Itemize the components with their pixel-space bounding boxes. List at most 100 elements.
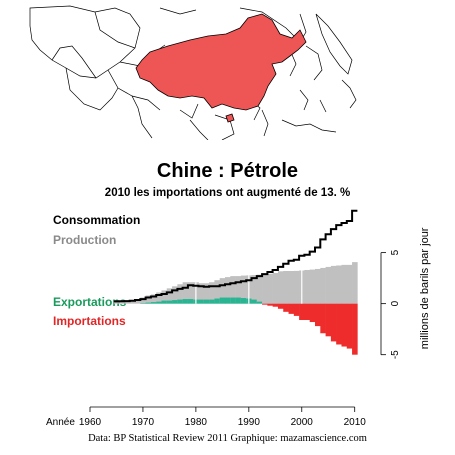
imports-bar [352, 303, 358, 355]
exports-bar [145, 302, 152, 304]
country-border [65, 67, 119, 111]
production-bar [182, 282, 189, 304]
y-axis-label: millions de barils par jour [419, 227, 431, 349]
production-bar [124, 300, 131, 304]
page-subtitle: 2010 les importations ont augmenté de 13… [104, 187, 351, 199]
production-bar [166, 288, 173, 304]
production-bar [209, 282, 215, 304]
production-bar [330, 265, 337, 304]
exports-bar [172, 300, 178, 304]
production-bar [251, 275, 258, 304]
exports-bar [203, 299, 210, 304]
imports-bar [320, 303, 326, 334]
exports-bar [251, 299, 258, 304]
production-bar [219, 278, 226, 304]
production-bar [140, 297, 146, 304]
imports-bar [330, 303, 337, 342]
imports-bar [293, 303, 300, 316]
country-border [299, 89, 327, 113]
production-bar [352, 262, 358, 304]
exports-bar [182, 299, 189, 304]
country-border [239, 7, 307, 43]
y-tick-label: -5 [390, 350, 401, 359]
production-bar [214, 280, 221, 304]
country-border [179, 103, 209, 140]
imports-bar [262, 303, 268, 305]
imports-bar [283, 303, 289, 312]
exports-bar [187, 299, 194, 304]
country-border [315, 13, 353, 75]
imports-bar [272, 303, 279, 307]
production-bar [129, 300, 136, 304]
production-bar [346, 264, 353, 304]
china-map [29, 5, 357, 140]
exports-bar [256, 301, 263, 304]
production-bar [256, 274, 263, 304]
imports-bar [315, 303, 321, 327]
exports-bar [219, 297, 226, 304]
production-bar [198, 283, 205, 304]
page-title: Chine : Pétrole [156, 160, 299, 182]
exports-bar [140, 303, 146, 304]
production-bar [150, 294, 157, 304]
country-border [214, 114, 235, 140]
axes-layer: Année millions de barils par jour 1960 19… [46, 227, 431, 428]
production-bar [240, 275, 247, 304]
country-border [305, 45, 323, 81]
exports-bar [177, 299, 183, 304]
country-border [281, 119, 337, 133]
production-bar [325, 266, 332, 304]
production-bar [225, 277, 231, 304]
production-bar [145, 295, 152, 304]
country-border [131, 95, 161, 111]
area-layer [113, 262, 358, 355]
production-bar [315, 268, 321, 304]
production-bar [272, 273, 279, 304]
country-border [159, 7, 197, 15]
country-border [51, 45, 97, 79]
production-bar [113, 301, 120, 304]
country-border [341, 79, 357, 109]
production-bar [187, 282, 194, 304]
production-bar [336, 265, 342, 304]
imports-bar [336, 303, 342, 345]
imports-bar [325, 303, 332, 337]
exports-bar [150, 302, 157, 304]
production-bar [161, 290, 168, 304]
imports-bar [288, 303, 295, 314]
imports-bar [309, 303, 316, 323]
legend-consumption: Consommation [53, 213, 141, 227]
exports-bar [198, 299, 205, 304]
exports-bar [166, 300, 173, 304]
imports-bar [299, 303, 305, 320]
exports-bar [156, 301, 162, 304]
country-border [94, 11, 136, 49]
imports-bar [341, 303, 348, 347]
production-bar [177, 284, 183, 304]
production-bar [277, 271, 284, 304]
consumption-line [113, 209, 358, 303]
exports-bar [235, 297, 242, 304]
production-bar [304, 269, 311, 304]
x-tick-label: 2010 [344, 417, 367, 428]
legend-imports: Importations [53, 314, 126, 328]
production-bar [230, 276, 236, 304]
country-border [107, 69, 153, 139]
credit-text: Data: BP Statistical Review 2011 Graphiq… [88, 433, 367, 444]
legend-production: Production [53, 233, 117, 247]
country-border [261, 109, 269, 137]
production-bar [288, 270, 295, 304]
production-bar [309, 269, 316, 304]
production-bar [320, 267, 326, 304]
imports-bar [304, 303, 311, 320]
exports-bar [225, 297, 231, 304]
y-tick-label: 0 [390, 300, 401, 306]
x-tick-label: 1970 [132, 417, 155, 428]
production-bar [341, 264, 348, 304]
production-bar [267, 273, 273, 304]
exports-bar [209, 299, 215, 304]
x-tick-label: 1990 [238, 417, 261, 428]
production-bar [262, 274, 268, 304]
production-bar [172, 286, 178, 304]
